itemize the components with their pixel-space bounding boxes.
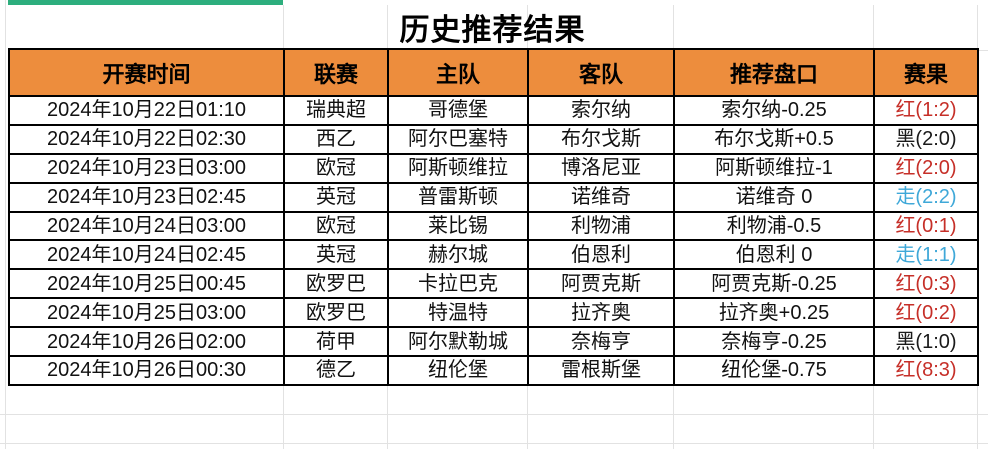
table-row: 2024年10月22日01:10 瑞典超 哥德堡 索尔纳 索尔纳-0.25 红(… bbox=[8, 95, 979, 126]
cell-result[interactable]: 走(1:1) bbox=[873, 239, 979, 271]
cell-home-team[interactable]: 特温特 bbox=[387, 297, 529, 329]
table-row: 2024年10月25日03:00 欧罗巴 特温特 拉齐奥 拉齐奥+0.25 红(… bbox=[8, 297, 979, 329]
cell-result[interactable]: 红(1:2) bbox=[873, 95, 979, 126]
column-header-result[interactable]: 赛果 bbox=[873, 48, 979, 97]
cell-handicap[interactable]: 伯恩利 0 bbox=[673, 239, 875, 271]
column-header-away[interactable]: 客队 bbox=[527, 48, 675, 97]
cell-handicap[interactable]: 阿贾克斯-0.25 bbox=[673, 268, 875, 300]
cell-match-time[interactable]: 2024年10月25日00:45 bbox=[8, 268, 285, 300]
cell-home-team[interactable]: 莱比锡 bbox=[387, 210, 529, 242]
results-table: 开赛时间 联赛 主队 客队 推荐盘口 赛果 2024年10月22日01:10 瑞… bbox=[8, 48, 979, 386]
gridline bbox=[977, 5, 978, 48]
cell-home-team[interactable]: 赫尔城 bbox=[387, 239, 529, 271]
cell-handicap[interactable]: 索尔纳-0.25 bbox=[673, 95, 875, 126]
cell-match-time[interactable]: 2024年10月26日00:30 bbox=[8, 355, 285, 386]
gridline bbox=[283, 384, 284, 449]
table-row: 2024年10月23日02:45 英冠 普雷斯顿 诺维奇 诺维奇 0 走(2:2… bbox=[8, 181, 979, 213]
cell-home-team[interactable]: 普雷斯顿 bbox=[387, 181, 529, 213]
table-row: 2024年10月22日02:30 西乙 阿尔巴塞特 布尔戈斯 布尔戈斯+0.5 … bbox=[8, 123, 979, 155]
cell-away-team[interactable]: 阿贾克斯 bbox=[527, 268, 675, 300]
table-row: 2024年10月25日00:45 欧罗巴 卡拉巴克 阿贾克斯 阿贾克斯-0.25… bbox=[8, 268, 979, 300]
cell-home-team[interactable]: 阿尔默勒城 bbox=[387, 326, 529, 358]
cell-home-team[interactable]: 阿尔巴塞特 bbox=[387, 123, 529, 155]
cell-away-team[interactable]: 诺维奇 bbox=[527, 181, 675, 213]
cell-match-time[interactable]: 2024年10月23日03:00 bbox=[8, 152, 285, 184]
cell-result[interactable]: 黑(1:0) bbox=[873, 326, 979, 358]
cell-handicap[interactable]: 纽伦堡-0.75 bbox=[673, 355, 875, 386]
gridline bbox=[283, 5, 284, 48]
selection-bar bbox=[8, 0, 283, 5]
cell-match-time[interactable]: 2024年10月22日02:30 bbox=[8, 123, 285, 155]
cell-away-team[interactable]: 雷根斯堡 bbox=[527, 355, 675, 386]
gridline bbox=[673, 384, 674, 449]
cell-result[interactable]: 红(0:2) bbox=[873, 297, 979, 329]
cell-league[interactable]: 荷甲 bbox=[283, 326, 389, 358]
table-row: 2024年10月24日02:45 英冠 赫尔城 伯恩利 伯恩利 0 走(1:1) bbox=[8, 239, 979, 271]
cell-league[interactable]: 西乙 bbox=[283, 123, 389, 155]
column-header-home[interactable]: 主队 bbox=[387, 48, 529, 97]
cell-away-team[interactable]: 拉齐奥 bbox=[527, 297, 675, 329]
cell-result[interactable]: 红(2:0) bbox=[873, 152, 979, 184]
cell-result[interactable]: 黑(2:0) bbox=[873, 123, 979, 155]
cell-handicap[interactable]: 阿斯顿维拉-1 bbox=[673, 152, 875, 184]
cell-league[interactable]: 英冠 bbox=[283, 181, 389, 213]
column-header-time[interactable]: 开赛时间 bbox=[8, 48, 285, 97]
column-header-handicap[interactable]: 推荐盘口 bbox=[673, 48, 875, 97]
cell-match-time[interactable]: 2024年10月26日02:00 bbox=[8, 326, 285, 358]
cell-handicap[interactable]: 拉齐奥+0.25 bbox=[673, 297, 875, 329]
gridline bbox=[873, 5, 874, 48]
cell-league[interactable]: 英冠 bbox=[283, 239, 389, 271]
gridline bbox=[527, 5, 528, 48]
cell-league[interactable]: 欧冠 bbox=[283, 210, 389, 242]
gridline bbox=[387, 5, 388, 48]
cell-handicap[interactable]: 奈梅亨-0.25 bbox=[673, 326, 875, 358]
page-title: 历史推荐结果 bbox=[399, 13, 586, 47]
gridline bbox=[0, 414, 988, 415]
header-row: 开赛时间 联赛 主队 客队 推荐盘口 赛果 bbox=[8, 48, 979, 97]
cell-league[interactable]: 欧罗巴 bbox=[283, 268, 389, 300]
cell-away-team[interactable]: 博洛尼亚 bbox=[527, 152, 675, 184]
cell-handicap[interactable]: 利物浦-0.5 bbox=[673, 210, 875, 242]
cell-away-team[interactable]: 利物浦 bbox=[527, 210, 675, 242]
cell-away-team[interactable]: 奈梅亨 bbox=[527, 326, 675, 358]
cell-league[interactable]: 瑞典超 bbox=[283, 95, 389, 126]
cell-result[interactable]: 红(8:3) bbox=[873, 355, 979, 386]
cell-match-time[interactable]: 2024年10月22日01:10 bbox=[8, 95, 285, 126]
table-row: 2024年10月24日03:00 欧冠 莱比锡 利物浦 利物浦-0.5 红(0:… bbox=[8, 210, 979, 242]
cell-result[interactable]: 红(0:1) bbox=[873, 210, 979, 242]
gridline bbox=[5, 0, 6, 449]
gridline bbox=[977, 384, 978, 449]
gridline bbox=[0, 443, 988, 444]
column-header-league[interactable]: 联赛 bbox=[283, 48, 389, 97]
table-body: 2024年10月22日01:10 瑞典超 哥德堡 索尔纳 索尔纳-0.25 红(… bbox=[8, 95, 979, 386]
table-row: 2024年10月23日03:00 欧冠 阿斯顿维拉 博洛尼亚 阿斯顿维拉-1 红… bbox=[8, 152, 979, 184]
cell-away-team[interactable]: 索尔纳 bbox=[527, 95, 675, 126]
cell-match-time[interactable]: 2024年10月23日02:45 bbox=[8, 181, 285, 213]
cell-league[interactable]: 欧冠 bbox=[283, 152, 389, 184]
cell-handicap[interactable]: 诺维奇 0 bbox=[673, 181, 875, 213]
gridline bbox=[977, 50, 988, 51]
cell-home-team[interactable]: 阿斯顿维拉 bbox=[387, 152, 529, 184]
cell-away-team[interactable]: 伯恩利 bbox=[527, 239, 675, 271]
table-row: 2024年10月26日02:00 荷甲 阿尔默勒城 奈梅亨 奈梅亨-0.25 黑… bbox=[8, 326, 979, 358]
table-row: 2024年10月26日00:30 德乙 纽伦堡 雷根斯堡 纽伦堡-0.75 红(… bbox=[8, 355, 979, 386]
cell-away-team[interactable]: 布尔戈斯 bbox=[527, 123, 675, 155]
cell-home-team[interactable]: 卡拉巴克 bbox=[387, 268, 529, 300]
table-header: 开赛时间 联赛 主队 客队 推荐盘口 赛果 bbox=[8, 48, 979, 97]
cell-match-time[interactable]: 2024年10月24日02:45 bbox=[8, 239, 285, 271]
cell-league[interactable]: 德乙 bbox=[283, 355, 389, 386]
cell-match-time[interactable]: 2024年10月25日03:00 bbox=[8, 297, 285, 329]
cell-home-team[interactable]: 纽伦堡 bbox=[387, 355, 529, 386]
gridline bbox=[387, 384, 388, 449]
cell-handicap[interactable]: 布尔戈斯+0.5 bbox=[673, 123, 875, 155]
gridline bbox=[673, 5, 674, 48]
gridline bbox=[527, 384, 528, 449]
gridline bbox=[873, 384, 874, 449]
cell-result[interactable]: 红(0:3) bbox=[873, 268, 979, 300]
cell-league[interactable]: 欧罗巴 bbox=[283, 297, 389, 329]
cell-match-time[interactable]: 2024年10月24日03:00 bbox=[8, 210, 285, 242]
cell-result[interactable]: 走(2:2) bbox=[873, 181, 979, 213]
cell-home-team[interactable]: 哥德堡 bbox=[387, 95, 529, 126]
